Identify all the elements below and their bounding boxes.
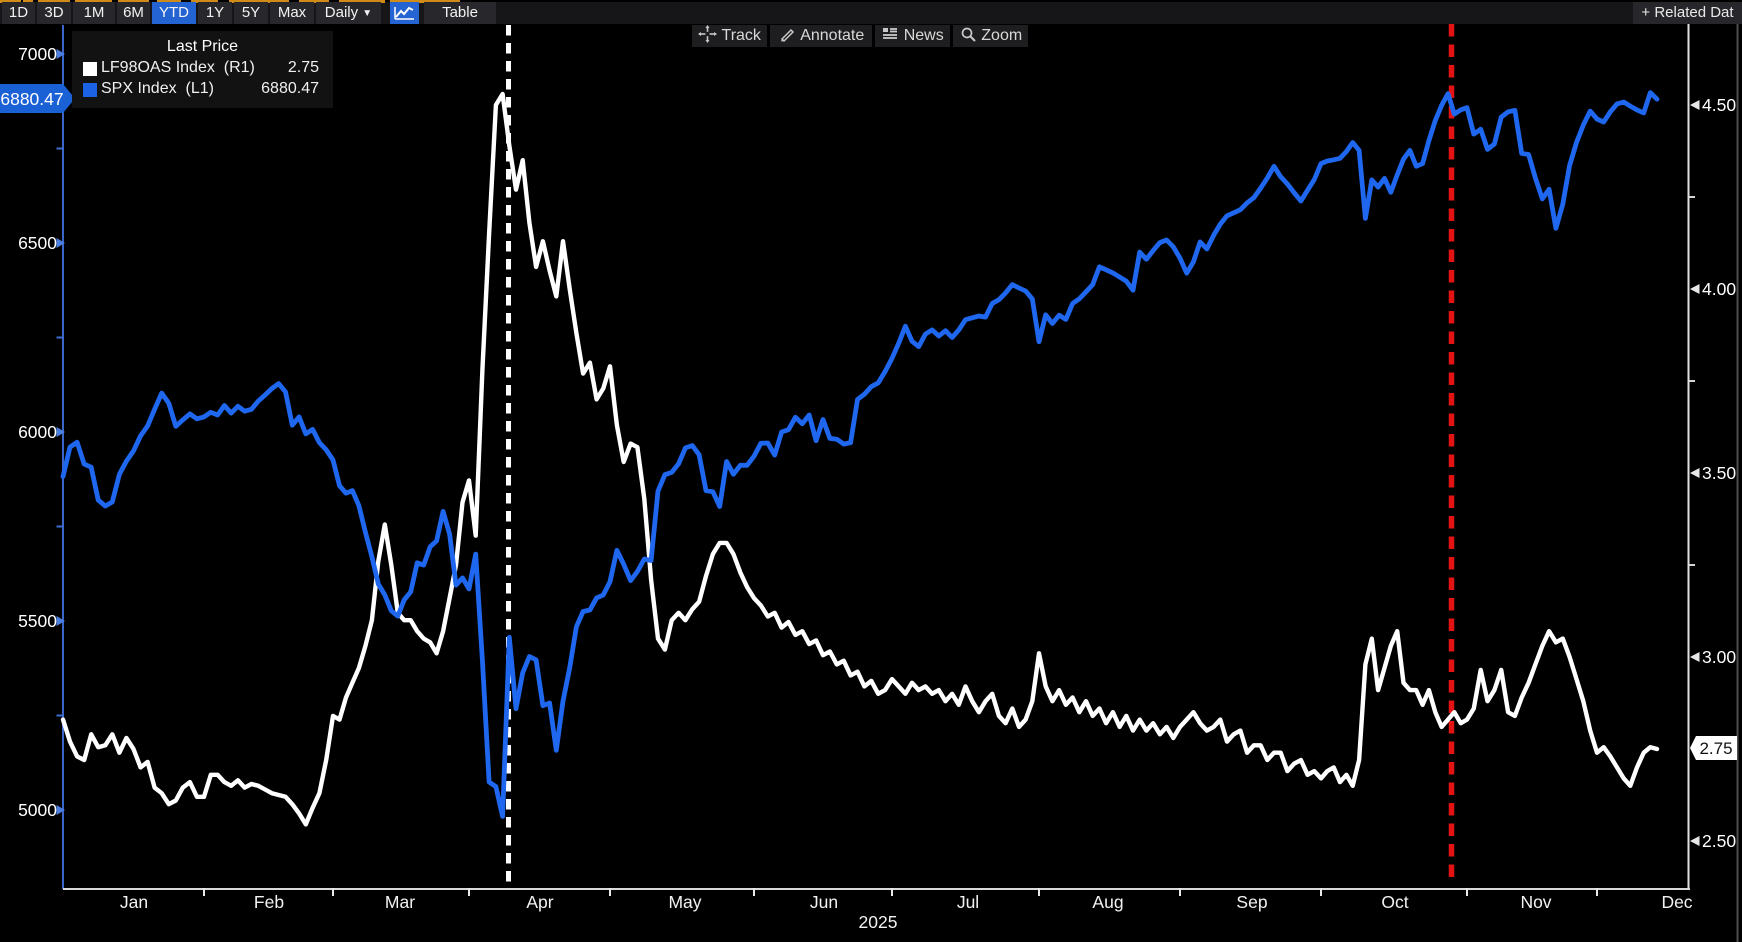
svg-text:2.50: 2.50 (1702, 831, 1736, 851)
svg-text:Jun: Jun (810, 892, 838, 912)
svg-text:Dec: Dec (1661, 892, 1692, 912)
svg-text:Jul: Jul (957, 892, 979, 912)
svg-text:May: May (668, 892, 701, 912)
svg-text:Apr: Apr (526, 892, 553, 912)
svg-text:3.00: 3.00 (1702, 647, 1736, 667)
svg-text:5500: 5500 (18, 611, 57, 631)
svg-text:Jan: Jan (120, 892, 148, 912)
svg-text:4.00: 4.00 (1702, 279, 1736, 299)
svg-text:6500: 6500 (18, 233, 57, 253)
svg-text:Feb: Feb (254, 892, 284, 912)
svg-text:7000: 7000 (18, 44, 57, 64)
svg-text:Mar: Mar (385, 892, 415, 912)
svg-text:Nov: Nov (1520, 892, 1551, 912)
svg-text:6880.47: 6880.47 (0, 89, 63, 109)
svg-text:Sep: Sep (1236, 892, 1267, 912)
svg-text:6000: 6000 (18, 422, 57, 442)
svg-text:5000: 5000 (18, 800, 57, 820)
svg-text:2.75: 2.75 (1699, 739, 1732, 758)
svg-text:Oct: Oct (1381, 892, 1408, 912)
svg-text:Aug: Aug (1092, 892, 1123, 912)
svg-text:4.50: 4.50 (1702, 95, 1736, 115)
svg-text:2025: 2025 (859, 912, 898, 932)
svg-text:3.50: 3.50 (1702, 463, 1736, 483)
